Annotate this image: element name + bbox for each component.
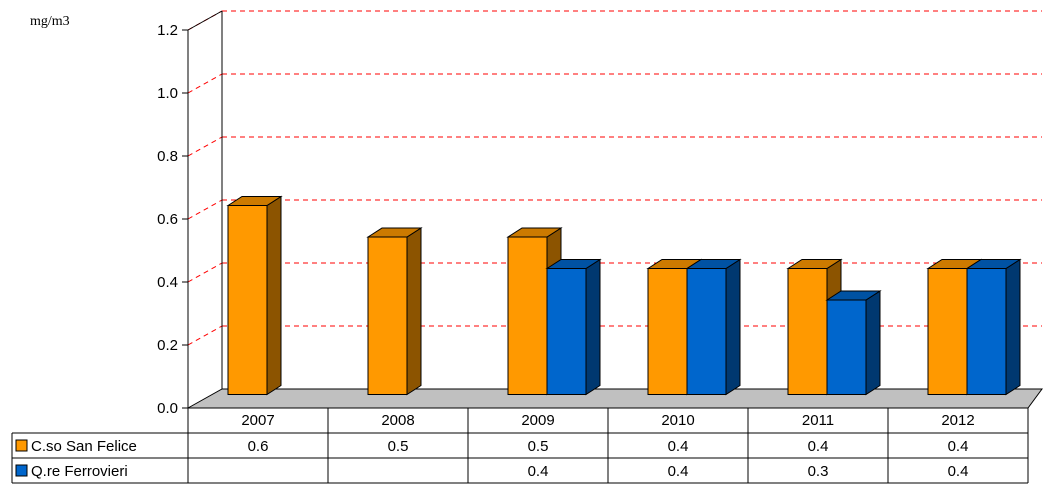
unit-label: mg/m3 xyxy=(30,14,70,29)
bar xyxy=(965,258,1022,396)
bar-front-face xyxy=(787,268,828,395)
bar-front-face xyxy=(826,299,867,395)
data-value-label: 0.4 xyxy=(948,463,969,480)
bar-front-face xyxy=(507,236,548,395)
legend-swatch xyxy=(15,464,28,477)
data-value-label: 0.4 xyxy=(528,463,549,480)
bar xyxy=(825,290,882,396)
bar-front-face xyxy=(927,268,968,395)
legend-label: C.so San Felice xyxy=(31,438,137,455)
bar-side-face xyxy=(406,227,422,396)
y-tick-label: 0.0 xyxy=(157,400,178,417)
bar xyxy=(226,195,283,396)
bar-top-face xyxy=(685,259,742,269)
category-label: 2009 xyxy=(521,412,554,429)
data-value-label: 0.4 xyxy=(668,438,689,455)
data-value-label: 0.6 xyxy=(248,438,269,455)
bar-front-face xyxy=(647,268,688,395)
chart-floor xyxy=(186,388,1043,409)
bar-top-face xyxy=(545,259,602,269)
data-value-label: 0.4 xyxy=(668,463,689,480)
bar-top-face xyxy=(786,259,843,269)
gridline-side xyxy=(187,325,223,346)
bar-top-face xyxy=(366,227,423,238)
y-tick-label: 1.2 xyxy=(157,22,178,39)
bar-side-face xyxy=(725,258,741,396)
bar-side-face xyxy=(585,258,601,396)
data-value-label: 0.5 xyxy=(388,438,409,455)
data-value-label: 0.5 xyxy=(528,438,549,455)
gridline-side xyxy=(187,136,223,157)
bar xyxy=(685,258,742,396)
data-table: 2007 2008 2009 2010 2011 2012 C.so San Felice 0… xyxy=(11,407,1029,484)
bars xyxy=(226,195,1022,396)
top-side-edge xyxy=(187,10,223,31)
y-tick-label: 1.0 xyxy=(157,85,178,102)
gridline-side xyxy=(187,73,223,94)
category-label: 2008 xyxy=(381,412,414,429)
bar-front-face xyxy=(966,268,1007,395)
data-value-label: 0.4 xyxy=(808,438,829,455)
y-tick-label: 0.4 xyxy=(157,274,178,291)
category-label: 2007 xyxy=(241,412,274,429)
category-label: 2011 xyxy=(802,412,834,429)
category-label: 2010 xyxy=(661,412,694,429)
bar-side-face xyxy=(1005,258,1021,396)
bar-front-face xyxy=(686,268,727,395)
bar-top-face xyxy=(825,290,882,301)
floor xyxy=(186,388,1043,409)
legend-label: Q.re Ferrovieri xyxy=(31,463,128,480)
bar-front-face xyxy=(367,236,408,395)
bar-side-face xyxy=(865,290,881,396)
bar-front-face xyxy=(227,205,268,395)
gridline-side xyxy=(187,262,223,283)
bar-front-face xyxy=(546,268,587,395)
bar-top-face xyxy=(965,259,1022,269)
y-tick-label: 0.2 xyxy=(157,337,178,354)
y-tick-label: 0.6 xyxy=(157,211,178,228)
gridlines xyxy=(187,10,1042,346)
legend-swatch xyxy=(15,439,28,452)
gridline-side xyxy=(187,199,223,220)
bar-top-face xyxy=(506,227,563,238)
y-axis-ticks: 0.0 0.2 0.4 0.6 0.8 1.0 1.2 xyxy=(157,22,188,417)
data-value-label: 0.3 xyxy=(808,463,829,480)
y-tick-label: 0.8 xyxy=(157,148,178,165)
bar-side-face xyxy=(266,195,282,396)
bar xyxy=(545,258,602,396)
bar-top-face xyxy=(226,196,283,206)
data-value-label: 0.4 xyxy=(948,438,969,455)
bar xyxy=(366,227,423,396)
category-label: 2012 xyxy=(941,412,974,429)
